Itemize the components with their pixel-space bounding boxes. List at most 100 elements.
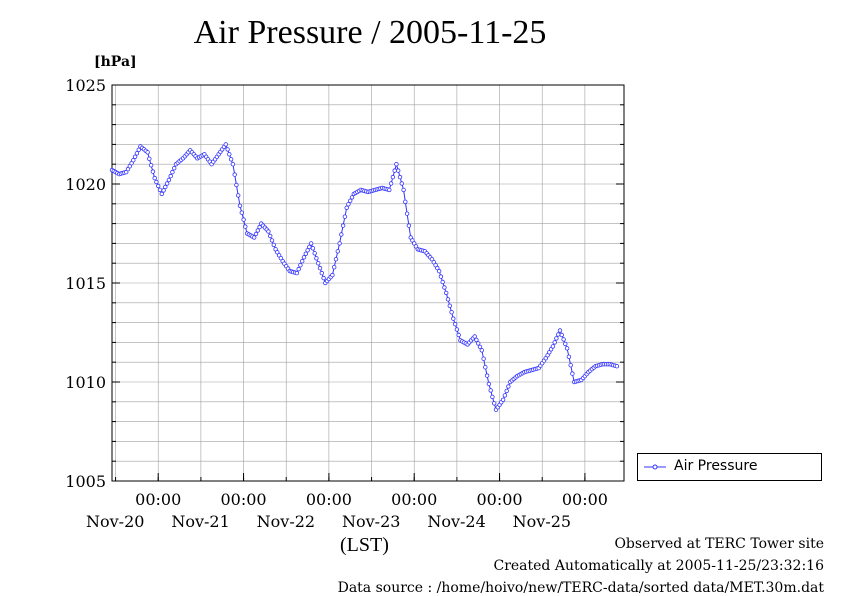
data-point — [440, 279, 445, 285]
data-point — [333, 257, 339, 262]
data-point — [159, 191, 164, 197]
data-point — [483, 365, 488, 370]
footer-created: Created Automatically at 2005-11-25/23:3… — [493, 558, 824, 574]
data-point — [132, 154, 138, 159]
data-point — [390, 174, 396, 180]
data-point — [557, 328, 563, 333]
data-point — [155, 183, 161, 189]
data-point — [251, 235, 257, 240]
data-point — [147, 156, 152, 161]
data-point — [342, 214, 348, 219]
data-point — [225, 147, 230, 152]
x-tick-time: 00:00 — [391, 490, 437, 509]
data-point — [168, 173, 173, 179]
data-point — [301, 255, 307, 260]
data-point — [150, 169, 156, 174]
data-point — [477, 344, 483, 350]
y-tick-label: 1010 — [65, 373, 106, 392]
data-point — [399, 181, 404, 186]
x-axis-label: (LST) — [340, 534, 389, 556]
data-point — [307, 244, 312, 250]
data-point — [564, 346, 570, 351]
data-point — [394, 161, 399, 167]
data-point — [131, 157, 136, 163]
y-tick-label: 1020 — [65, 175, 106, 194]
data-point — [401, 187, 406, 193]
data-point — [253, 231, 259, 237]
data-point — [294, 270, 300, 276]
y-axis: 1005 1010 1015 1020 1025 — [65, 76, 624, 491]
data-point — [504, 388, 509, 394]
data-point — [237, 203, 243, 208]
grid-lines — [112, 85, 624, 481]
data-point — [392, 168, 397, 173]
data-point — [554, 336, 559, 341]
data-point — [330, 272, 335, 278]
data-point — [239, 210, 244, 215]
data-point — [444, 290, 449, 296]
data-point — [243, 224, 248, 229]
data-point — [449, 310, 454, 315]
data-point — [234, 182, 239, 188]
x-tick-date: Nov-23 — [342, 512, 400, 531]
x-tick-time: 00:00 — [221, 490, 267, 509]
data-point — [154, 179, 159, 185]
data-point — [404, 211, 410, 216]
series-air-pressure — [109, 142, 620, 412]
data-point — [452, 321, 458, 327]
data-point — [148, 162, 154, 168]
data-point — [561, 337, 566, 342]
data-point — [406, 223, 412, 228]
data-point — [568, 363, 573, 368]
data-point — [570, 371, 575, 376]
data-point — [228, 157, 234, 162]
data-point — [438, 274, 444, 279]
data-point — [269, 238, 275, 243]
data-point — [500, 397, 506, 402]
data-point — [403, 199, 408, 204]
data-point — [314, 256, 319, 261]
data-point — [319, 270, 324, 276]
x-tick-date: Nov-24 — [427, 512, 485, 531]
data-point — [170, 169, 175, 175]
data-point — [145, 150, 150, 155]
data-point — [484, 373, 490, 378]
data-point — [312, 251, 317, 256]
data-point — [271, 242, 276, 248]
data-point — [454, 327, 460, 332]
data-point — [316, 261, 321, 266]
data-point — [566, 354, 572, 359]
data-point — [488, 388, 493, 393]
data-point — [303, 251, 308, 256]
data-point — [442, 285, 447, 290]
data-point — [317, 265, 323, 271]
data-point — [614, 364, 620, 369]
data-point — [552, 340, 557, 345]
x-tick-date: Nov-20 — [86, 512, 144, 531]
data-point — [451, 316, 456, 321]
legend-marker — [644, 464, 666, 470]
data-point — [348, 198, 353, 203]
x-axis: 00:00 Nov-20 00:00 Nov-21 00:00 Nov-22 00:00 No… — [86, 473, 608, 531]
data-point — [337, 241, 342, 246]
x-tick-time: 00:00 — [135, 490, 181, 509]
data-point — [556, 332, 561, 337]
data-point — [308, 241, 314, 246]
data-point — [340, 223, 346, 228]
data-point — [445, 297, 451, 302]
data-point — [479, 348, 484, 353]
data-point — [298, 263, 303, 268]
x-tick-date: Nov-25 — [513, 512, 571, 531]
data-point — [474, 337, 479, 343]
data-point — [230, 161, 236, 167]
footer-observed: Observed at TERC Tower site — [614, 536, 824, 552]
y-tick-label: 1025 — [65, 76, 106, 95]
data-point — [344, 205, 349, 210]
data-point — [490, 394, 495, 400]
data-point — [232, 172, 237, 177]
x-tick-time: 00:00 — [306, 490, 352, 509]
data-point — [266, 229, 271, 234]
data-point — [436, 268, 442, 274]
data-point — [300, 259, 305, 264]
